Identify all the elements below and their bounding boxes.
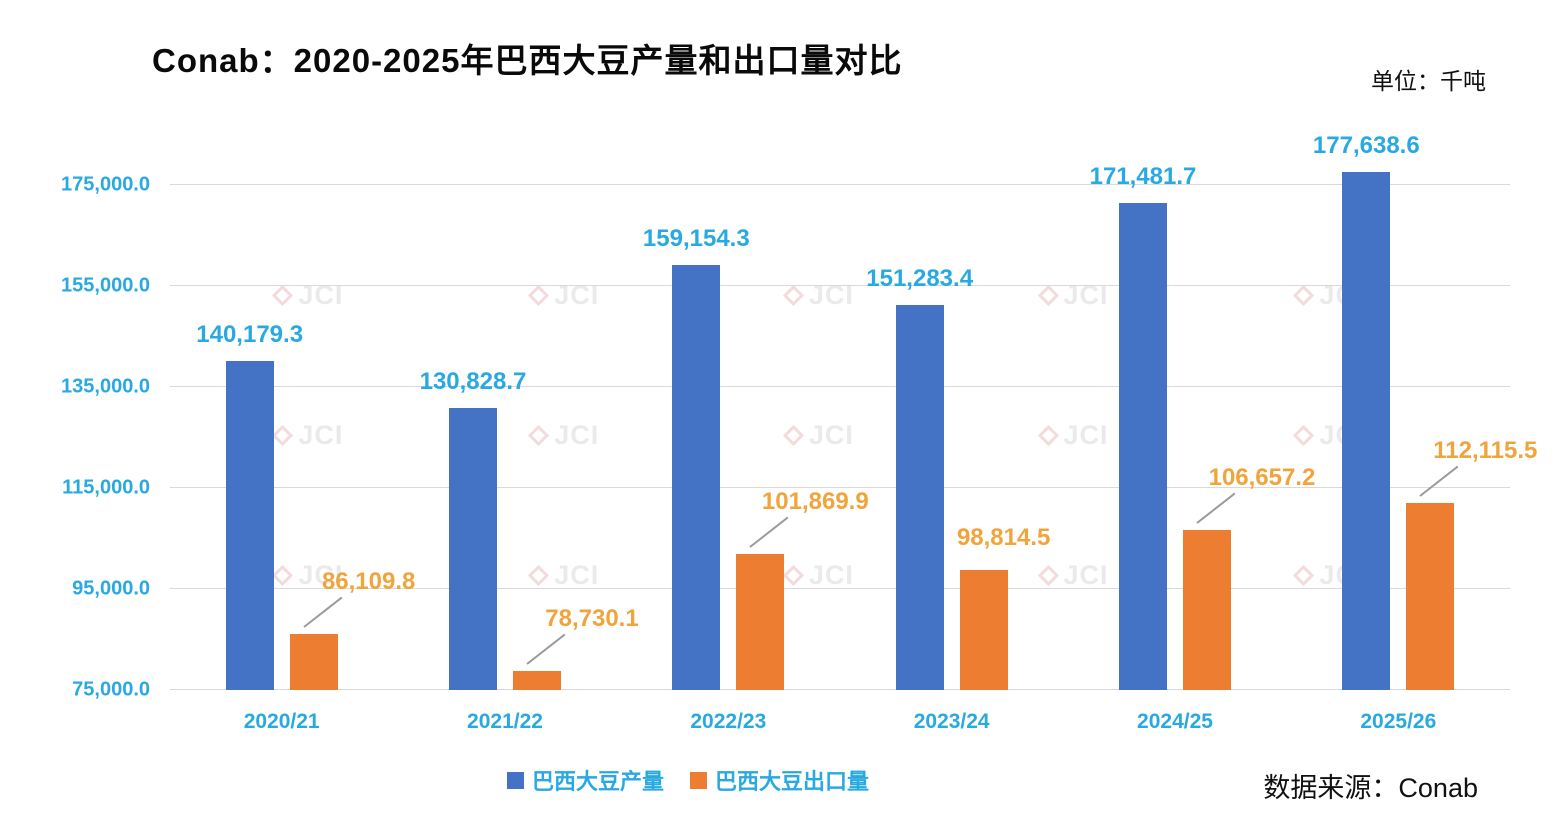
export-data-label: 98,814.5 xyxy=(956,523,1051,551)
unit-label: 单位：千吨 xyxy=(1371,68,1486,94)
x-axis-tick-label: 2024/25 xyxy=(1137,710,1213,733)
bar-group: 177,638.6 112,115.5 xyxy=(1287,132,1537,690)
legend: 巴西大豆产量 巴西大豆出口量 xyxy=(506,764,869,796)
bar-group: 151,283.4 98,814.5 xyxy=(840,185,1063,690)
x-axis-tick-label: 2021/22 xyxy=(467,710,543,733)
export-bar xyxy=(736,554,785,690)
production-bar xyxy=(448,408,497,690)
legend-swatch xyxy=(506,771,524,789)
source-label: 数据来源：Conab xyxy=(1263,773,1478,803)
x-axis-tick-label: 2020/21 xyxy=(243,710,320,733)
export-data-label: 86,109.8 xyxy=(321,567,416,595)
y-axis-tick-label: 115,000.0 xyxy=(62,476,150,499)
production-data-label: 151,283.4 xyxy=(866,264,974,292)
production-bar xyxy=(1118,202,1167,690)
y-axis: 75,000.0 95,000.0 115,000.0 135,000.0 155,00… xyxy=(20,174,150,701)
leader-line xyxy=(526,633,566,665)
y-axis-tick-label: 135,000.0 xyxy=(61,375,150,398)
export-bar xyxy=(1406,502,1455,690)
gridline xyxy=(170,386,1510,387)
y-axis-tick-label: 95,000.0 xyxy=(72,577,150,600)
legend-item: 巴西大豆出口量 xyxy=(690,764,869,796)
production-data-label: 171,481.7 xyxy=(1089,162,1197,190)
leader-line xyxy=(1419,465,1459,497)
export-bar xyxy=(1182,530,1231,690)
y-axis-tick-label: 175,000.0 xyxy=(61,173,150,196)
gridline xyxy=(170,588,1510,589)
export-data-label: 112,115.5 xyxy=(1433,436,1538,464)
x-axis: 2020/21 2021/22 2022/23 2023/24 2024/25 2025/… xyxy=(170,710,1510,742)
y-axis-tick-label: 75,000.0 xyxy=(72,678,150,701)
export-data-label: 101,869.9 xyxy=(761,488,869,516)
gridline xyxy=(170,487,1510,488)
gridline xyxy=(170,184,1510,185)
legend-label: 巴西大豆出口量 xyxy=(715,769,870,794)
leader-line xyxy=(1196,492,1236,524)
bar-group: 171,481.7 106,657.2 xyxy=(1063,163,1315,690)
plot-area: JCIJCIJCIJCIJCIJCIJCIJCIJCIJCIJCIJCIJCIJ… xyxy=(170,132,1537,690)
export-data-label: 78,730.1 xyxy=(545,605,639,633)
production-data-label: 159,154.3 xyxy=(642,225,750,253)
y-axis-tick-label: 155,000.0 xyxy=(61,274,150,297)
chart-title: Conab：2020-2025年巴西大豆产量和出口量对比 xyxy=(152,42,903,79)
x-axis-tick-label: 2022/23 xyxy=(690,710,767,733)
export-bar xyxy=(512,671,561,690)
export-data-label: 106,657.2 xyxy=(1208,464,1316,492)
bar-group: 140,179.3 86,109.8 xyxy=(170,185,415,690)
gridline xyxy=(170,285,1510,286)
export-bar xyxy=(289,633,338,690)
x-axis-tick-label: 2025/26 xyxy=(1360,710,1437,733)
production-bar xyxy=(672,265,721,690)
legend-swatch xyxy=(690,771,707,789)
production-data-label: 130,828.7 xyxy=(419,368,527,396)
production-bar xyxy=(895,304,944,690)
x-axis-tick-label: 2023/24 xyxy=(913,710,990,733)
legend-item: 巴西大豆产量 xyxy=(506,764,664,796)
leader-line xyxy=(303,596,343,628)
production-data-label: 177,638.6 xyxy=(1312,131,1420,159)
bar-group: 130,828.7 78,730.1 xyxy=(393,185,639,690)
export-bar xyxy=(959,569,1008,690)
production-data-label: 140,179.3 xyxy=(196,320,304,348)
gridline xyxy=(170,689,1510,690)
bar-group: 159,154.3 101,869.9 xyxy=(617,185,869,690)
legend-label: 巴西大豆产量 xyxy=(531,769,664,794)
production-bar xyxy=(1342,171,1391,690)
leader-line xyxy=(749,516,789,549)
production-bar xyxy=(225,360,274,690)
